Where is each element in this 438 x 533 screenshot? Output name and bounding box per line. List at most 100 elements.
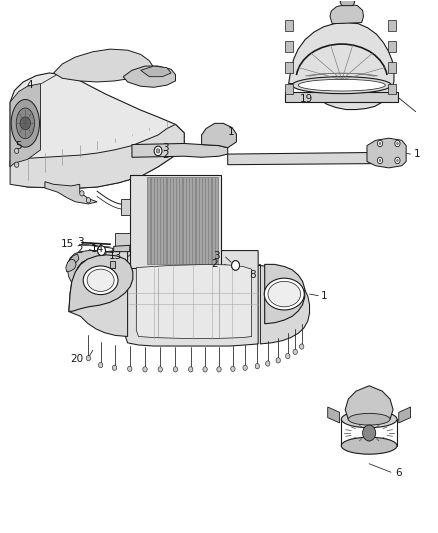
- Text: 3: 3: [162, 143, 169, 153]
- Circle shape: [100, 248, 103, 253]
- Circle shape: [395, 157, 400, 164]
- Circle shape: [243, 365, 247, 370]
- Circle shape: [379, 142, 381, 144]
- Circle shape: [203, 367, 207, 372]
- Polygon shape: [265, 264, 305, 324]
- Polygon shape: [69, 255, 133, 312]
- Polygon shape: [10, 84, 41, 167]
- Polygon shape: [10, 124, 184, 188]
- Ellipse shape: [11, 100, 39, 147]
- FancyBboxPatch shape: [388, 20, 396, 30]
- Circle shape: [396, 142, 398, 144]
- Circle shape: [127, 366, 132, 372]
- Polygon shape: [110, 261, 115, 268]
- Circle shape: [217, 367, 221, 372]
- FancyBboxPatch shape: [285, 41, 293, 52]
- Circle shape: [156, 149, 160, 153]
- Circle shape: [395, 140, 400, 147]
- Polygon shape: [330, 4, 364, 23]
- Circle shape: [98, 246, 106, 255]
- Ellipse shape: [268, 281, 300, 307]
- Text: 2: 2: [162, 150, 169, 159]
- Circle shape: [300, 344, 304, 349]
- Polygon shape: [45, 182, 97, 204]
- Polygon shape: [115, 233, 130, 249]
- Ellipse shape: [264, 278, 304, 310]
- Polygon shape: [69, 251, 127, 336]
- Circle shape: [232, 261, 240, 270]
- Polygon shape: [53, 49, 154, 82]
- Ellipse shape: [16, 108, 35, 139]
- Polygon shape: [123, 66, 176, 87]
- Circle shape: [363, 425, 376, 441]
- Text: 2: 2: [212, 259, 218, 269]
- Circle shape: [265, 361, 270, 366]
- Polygon shape: [67, 251, 106, 287]
- Text: 19: 19: [300, 94, 313, 104]
- Polygon shape: [121, 199, 130, 215]
- Polygon shape: [114, 245, 130, 252]
- Polygon shape: [258, 264, 310, 344]
- Circle shape: [86, 198, 91, 203]
- Circle shape: [154, 146, 162, 156]
- Circle shape: [98, 246, 106, 255]
- Text: 3: 3: [213, 251, 220, 261]
- Circle shape: [113, 365, 117, 370]
- Ellipse shape: [83, 266, 118, 295]
- Polygon shape: [125, 251, 258, 346]
- Text: 5: 5: [15, 141, 21, 151]
- Polygon shape: [67, 254, 79, 264]
- Ellipse shape: [348, 414, 390, 425]
- Circle shape: [396, 159, 398, 161]
- Polygon shape: [367, 138, 406, 168]
- Circle shape: [255, 364, 259, 369]
- Text: 8: 8: [250, 270, 256, 280]
- FancyBboxPatch shape: [285, 20, 293, 30]
- Text: 4: 4: [26, 80, 33, 90]
- Circle shape: [232, 261, 240, 270]
- Polygon shape: [132, 143, 228, 157]
- Text: 14: 14: [91, 244, 104, 254]
- Circle shape: [86, 356, 91, 361]
- FancyBboxPatch shape: [285, 62, 293, 73]
- Text: 6: 6: [395, 469, 402, 478]
- Circle shape: [231, 366, 235, 372]
- Polygon shape: [10, 73, 184, 188]
- Polygon shape: [136, 264, 252, 338]
- Circle shape: [293, 349, 297, 354]
- Text: 15: 15: [60, 239, 74, 249]
- Polygon shape: [141, 66, 171, 77]
- Ellipse shape: [341, 437, 397, 454]
- Circle shape: [14, 148, 19, 154]
- Circle shape: [378, 157, 383, 164]
- Polygon shape: [399, 407, 410, 423]
- Circle shape: [14, 162, 19, 167]
- Circle shape: [158, 367, 162, 372]
- Circle shape: [173, 367, 178, 372]
- Polygon shape: [340, 0, 355, 6]
- Circle shape: [143, 367, 147, 372]
- Text: 13: 13: [109, 251, 122, 261]
- Polygon shape: [328, 407, 339, 423]
- FancyBboxPatch shape: [388, 84, 396, 94]
- Polygon shape: [345, 386, 393, 419]
- Text: 1: 1: [414, 149, 420, 159]
- Text: 1: 1: [321, 291, 328, 301]
- Polygon shape: [285, 92, 398, 102]
- Circle shape: [276, 358, 280, 363]
- Polygon shape: [228, 152, 385, 165]
- Polygon shape: [289, 22, 394, 110]
- Ellipse shape: [341, 411, 397, 427]
- Polygon shape: [66, 259, 76, 272]
- Text: 20: 20: [70, 354, 83, 364]
- Circle shape: [286, 353, 290, 359]
- Circle shape: [20, 117, 31, 130]
- Polygon shape: [201, 123, 237, 148]
- Ellipse shape: [87, 269, 114, 292]
- Circle shape: [378, 140, 383, 147]
- FancyBboxPatch shape: [388, 62, 396, 73]
- FancyBboxPatch shape: [285, 84, 293, 94]
- Text: 2: 2: [77, 245, 83, 255]
- Ellipse shape: [298, 79, 385, 91]
- Circle shape: [80, 191, 84, 196]
